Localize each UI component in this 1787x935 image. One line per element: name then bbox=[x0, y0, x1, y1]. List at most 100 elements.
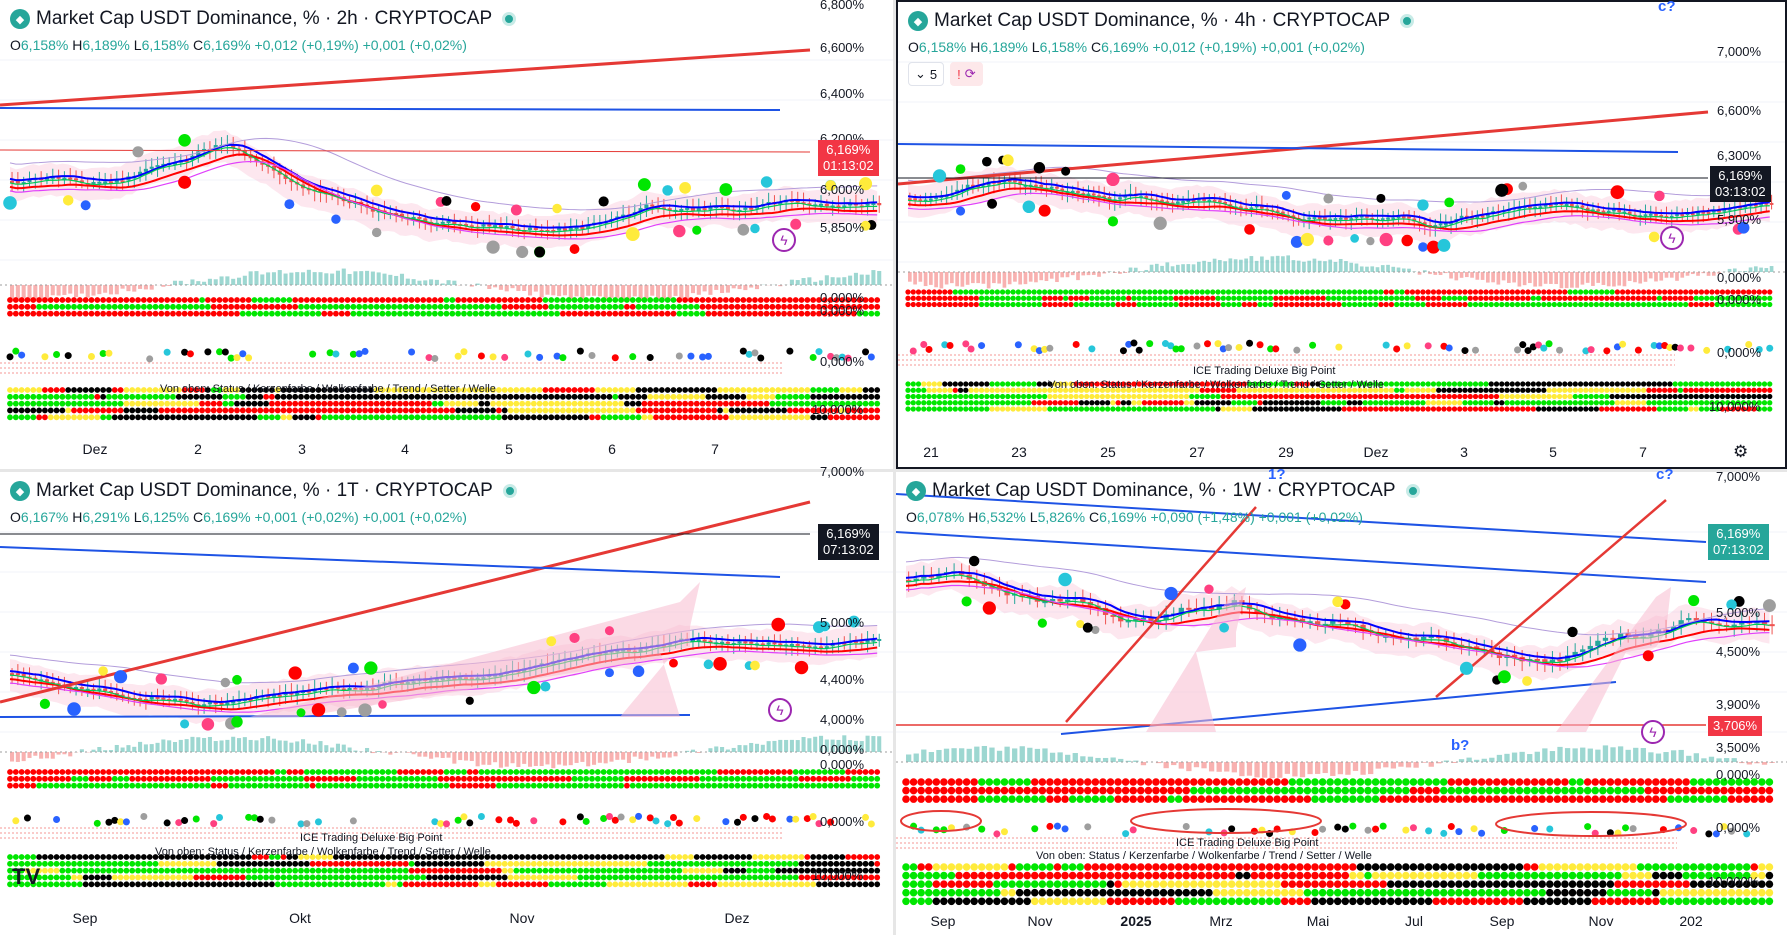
indicator-dot bbox=[274, 310, 281, 317]
indicator-dot bbox=[571, 297, 578, 303]
indicator-dot bbox=[111, 400, 118, 407]
panel-divider-horizontal[interactable] bbox=[0, 469, 1787, 472]
indicator-dot bbox=[1483, 406, 1489, 412]
indicator-dot bbox=[1420, 301, 1426, 308]
indicator-dot bbox=[536, 393, 543, 400]
indicator-dot bbox=[309, 400, 316, 407]
indicator-dot bbox=[1210, 381, 1216, 387]
indicator-dot bbox=[228, 769, 235, 775]
histogram-bar bbox=[516, 752, 521, 767]
indicator-dot bbox=[42, 400, 48, 407]
indicator-dot bbox=[624, 400, 630, 407]
chart-panel-2h[interactable]: ◆ Market Cap USDT Dominance, % · 2h · CRY… bbox=[0, 0, 893, 469]
candle-body bbox=[306, 690, 311, 693]
indicator-dot bbox=[1394, 393, 1400, 400]
indicator-dot bbox=[1173, 393, 1179, 400]
setter-dot bbox=[105, 818, 113, 826]
indicator-dot bbox=[420, 303, 427, 310]
histogram-bar bbox=[1386, 264, 1390, 272]
indicator-dot bbox=[769, 854, 776, 860]
indicator-dot bbox=[525, 414, 531, 421]
indicator-dot bbox=[379, 414, 386, 421]
indicator-dot bbox=[1288, 289, 1295, 295]
histogram-bar bbox=[1307, 260, 1312, 272]
moving-average-line bbox=[9, 160, 878, 240]
indicator-dot bbox=[1451, 289, 1458, 295]
symbol-title[interactable]: ◆ Market Cap USDT Dominance, % · 4h · CRY… bbox=[908, 10, 1415, 32]
indicator-dot bbox=[699, 387, 706, 393]
indicator-dot bbox=[1462, 301, 1468, 308]
indicator-dot bbox=[1168, 400, 1174, 406]
indicator-dot bbox=[1625, 406, 1631, 412]
indicator-dot bbox=[158, 297, 165, 303]
indicator-dot bbox=[968, 289, 974, 295]
indicator-dot bbox=[402, 775, 409, 782]
indicator-dot bbox=[519, 387, 526, 393]
panel-divider-vertical[interactable] bbox=[893, 0, 896, 935]
indicator-dot bbox=[24, 854, 31, 860]
histogram-bar bbox=[1711, 272, 1716, 276]
candle-body bbox=[1107, 196, 1112, 201]
indicator-dot bbox=[1604, 295, 1610, 301]
indicator-dot bbox=[106, 393, 112, 400]
indicator-dot bbox=[1677, 301, 1684, 308]
chart-canvas-4h[interactable] bbox=[898, 2, 1785, 467]
moving-average-line bbox=[907, 182, 1770, 228]
indicator-dot bbox=[752, 400, 758, 407]
indicator-dot bbox=[1367, 393, 1374, 400]
indicator-dot bbox=[1220, 387, 1226, 393]
indicator-dot bbox=[449, 782, 456, 789]
indicator-dot bbox=[245, 854, 252, 860]
indicator-dot bbox=[786, 387, 793, 393]
chart-canvas-2h[interactable] bbox=[0, 0, 893, 469]
indicator-error-button[interactable]: ! ⟳ bbox=[950, 62, 983, 86]
indicators-collapse-button[interactable]: ⌄ 5 bbox=[908, 62, 945, 86]
setter-dot bbox=[1524, 347, 1532, 355]
indicator-dot bbox=[268, 393, 275, 400]
indicator-dot bbox=[263, 414, 269, 421]
indicator-dot bbox=[1746, 301, 1752, 308]
candle-body bbox=[1249, 207, 1254, 210]
lightning-alert-icon[interactable]: ϟ bbox=[772, 228, 796, 252]
indicator-dot bbox=[1546, 406, 1552, 412]
chart-panel-1d[interactable]: ◆ Market Cap USDT Dominance, % · 1T · CRY… bbox=[0, 464, 893, 935]
chart-canvas-1d[interactable] bbox=[0, 472, 893, 935]
indicator-dot bbox=[204, 297, 211, 303]
indicator-dot bbox=[111, 393, 118, 400]
indicator-dot bbox=[942, 289, 948, 295]
indicator-dot bbox=[333, 407, 339, 414]
histogram-bar bbox=[557, 285, 562, 297]
indicator-dot bbox=[1504, 400, 1510, 406]
indicator-dot bbox=[1373, 406, 1379, 412]
indicator-dot bbox=[309, 854, 316, 860]
indicator-dot bbox=[1609, 289, 1615, 295]
indicator-dot bbox=[397, 393, 403, 400]
candle-body bbox=[114, 180, 119, 183]
setter-dot bbox=[611, 816, 619, 824]
symbol-title[interactable]: ◆ Market Cap USDT Dominance, % · 2h · CRY… bbox=[10, 8, 517, 30]
indicator-dot bbox=[292, 782, 299, 789]
indicator-dot bbox=[123, 303, 130, 310]
indicator-dot bbox=[71, 860, 77, 867]
lightning-alert-icon[interactable]: ϟ bbox=[1660, 226, 1684, 250]
indicator-dot bbox=[1751, 381, 1757, 387]
indicator-dot bbox=[583, 310, 590, 317]
histogram-bar bbox=[196, 281, 201, 285]
indicator-dot bbox=[1383, 381, 1389, 387]
indicator-dot bbox=[1257, 393, 1263, 400]
indicator-dot bbox=[402, 387, 409, 393]
candle-body bbox=[644, 204, 649, 209]
chart-panel-4h[interactable]: ◆ Market Cap USDT Dominance, % · 4h · CRY… bbox=[896, 0, 1787, 469]
indicator-dot bbox=[1236, 400, 1242, 406]
gear-icon[interactable]: ⚙ bbox=[1733, 442, 1749, 461]
indicator-dot bbox=[1514, 381, 1521, 387]
indicator-dot bbox=[1231, 289, 1237, 295]
indicator-dot bbox=[495, 775, 502, 782]
signal-dot bbox=[132, 146, 144, 158]
indicator-dot bbox=[664, 303, 671, 310]
indicator-dot bbox=[356, 303, 363, 310]
indicator-dot bbox=[1430, 301, 1437, 308]
candle-body bbox=[795, 200, 800, 203]
indicator-dot bbox=[1756, 406, 1762, 412]
indicator-dot bbox=[1162, 387, 1169, 393]
